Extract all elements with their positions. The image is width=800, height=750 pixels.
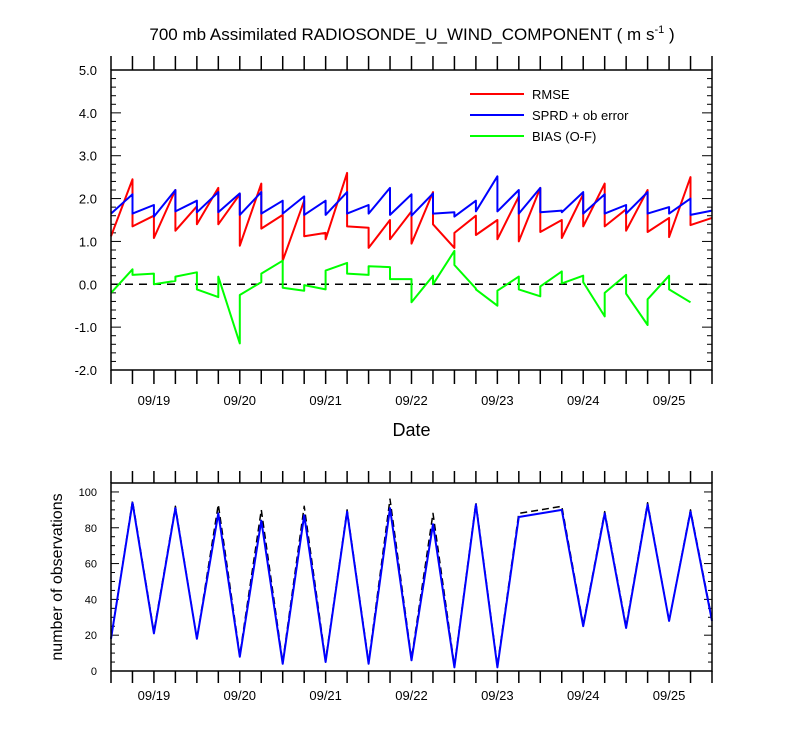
bottom-ticks xyxy=(110,471,713,683)
legend-label: BIAS (O-F) xyxy=(532,129,596,144)
y-tick-label: 80 xyxy=(85,523,97,535)
x-tick-label: 09/25 xyxy=(653,393,686,408)
bottom-y-axis-label: number of observations xyxy=(49,493,66,660)
top-y-tick-labels: -2.0 -1.0 0.0 1.0 2.0 3.0 4.0 5.0 xyxy=(75,63,97,378)
y-tick-label: 40 xyxy=(85,594,97,606)
x-tick-label: 09/20 xyxy=(224,393,257,408)
y-tick-label: 0.0 xyxy=(79,277,97,292)
y-tick-label: 5.0 xyxy=(79,63,97,78)
x-tick-label: 09/20 xyxy=(224,688,257,703)
bottom-series xyxy=(110,498,713,669)
x-tick-label: 09/25 xyxy=(653,688,686,703)
top-legend: RMSE SPRD + ob error BIAS (O-F) xyxy=(470,87,629,144)
series-line-3 xyxy=(110,249,692,345)
y-tick-label: 3.0 xyxy=(79,149,97,164)
top-ticks xyxy=(110,56,713,384)
y-tick-label: 60 xyxy=(85,559,97,571)
y-tick-label: 1.0 xyxy=(79,234,97,249)
x-tick-label: 09/24 xyxy=(567,393,600,408)
x-tick-label: 09/22 xyxy=(395,393,428,408)
title-tail: ) xyxy=(664,25,674,44)
legend-label: RMSE xyxy=(532,87,570,102)
y-tick-label: 0 xyxy=(91,666,97,678)
top-x-axis-label: Date xyxy=(392,420,430,440)
chart-title: 700 mb Assimilated RADIOSONDE_U_WIND_COM… xyxy=(149,24,674,44)
series-line-1 xyxy=(110,171,713,262)
x-tick-label: 09/19 xyxy=(138,688,171,703)
series-line-2 xyxy=(110,175,713,218)
y-tick-label: -1.0 xyxy=(75,320,97,335)
x-tick-label: 09/21 xyxy=(309,688,342,703)
y-tick-label: -2.0 xyxy=(75,363,97,378)
obs-line-1 xyxy=(110,498,713,667)
x-tick-label: 09/23 xyxy=(481,688,514,703)
obs-line-2 xyxy=(110,501,713,669)
legend-label: SPRD + ob error xyxy=(532,108,629,123)
x-tick-label: 09/19 xyxy=(138,393,171,408)
top-panel: -2.0-1.00.01.02.03.04.05.0 09/19 09/20 09/… xyxy=(75,56,713,440)
x-tick-label: 09/21 xyxy=(309,393,342,408)
y-tick-label: 100 xyxy=(79,487,97,499)
top-plot-frame xyxy=(110,69,713,371)
bottom-y-tick-labels: 0 20 40 60 80 100 xyxy=(79,487,97,678)
x-tick-label: 09/23 xyxy=(481,393,514,408)
bottom-plot-frame xyxy=(110,482,713,672)
y-tick-label: 20 xyxy=(85,630,97,642)
top-x-tick-labels: 09/19 09/20 09/21 09/22 09/23 09/24 09/25 xyxy=(138,393,686,408)
top-series xyxy=(110,171,713,345)
x-tick-label: 09/22 xyxy=(395,688,428,703)
y-tick-label: 4.0 xyxy=(79,106,97,121)
title-main: 700 mb Assimilated RADIOSONDE_U_WIND_COM… xyxy=(149,25,654,44)
bottom-x-tick-labels: 09/19 09/20 09/21 09/22 09/23 09/24 09/25 xyxy=(138,688,686,703)
x-tick-label: 09/24 xyxy=(567,688,600,703)
title-exponent: -1 xyxy=(654,24,664,36)
y-tick-label: 2.0 xyxy=(79,192,97,207)
